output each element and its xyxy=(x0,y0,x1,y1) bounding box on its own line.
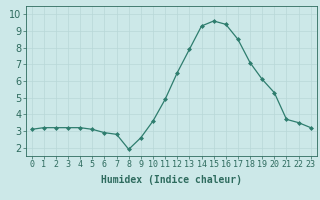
X-axis label: Humidex (Indice chaleur): Humidex (Indice chaleur) xyxy=(101,175,242,185)
